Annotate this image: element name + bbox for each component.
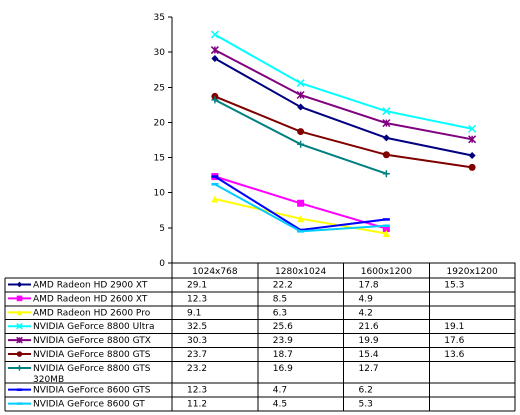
table-data-cell: 15.4 bbox=[359, 350, 379, 360]
table-data-cell: 23.9 bbox=[273, 336, 293, 346]
table-data-cell: 12.7 bbox=[359, 364, 379, 374]
data-point bbox=[296, 79, 305, 88]
legend-key-marker bbox=[16, 365, 23, 371]
legend-key-marker bbox=[16, 295, 23, 302]
legend-series-name: AMD Radeon HD 2900 XT bbox=[33, 281, 148, 291]
legend-series-name-cont: 320MB bbox=[33, 375, 64, 385]
y-tick-label: 20 bbox=[154, 118, 166, 128]
legend-series-name: NVIDIA GeForce 8800 GTS bbox=[33, 364, 151, 374]
series-line bbox=[214, 95, 473, 169]
table-data-cell: 29.1 bbox=[187, 281, 207, 291]
table-data-cell: 8.5 bbox=[273, 294, 287, 304]
y-tick-label: 25 bbox=[154, 83, 165, 93]
y-tick-label: 35 bbox=[154, 13, 165, 23]
table-data-cell: 5.3 bbox=[359, 400, 373, 410]
data-point bbox=[382, 229, 390, 237]
data-point bbox=[211, 54, 219, 62]
table-data-cell: 22.2 bbox=[273, 281, 293, 291]
legend-series-name: NVIDIA GeForce 8800 GTS bbox=[33, 350, 151, 360]
data-point bbox=[468, 163, 476, 171]
data-point bbox=[297, 103, 305, 111]
x-category-label: 1024x768 bbox=[192, 267, 238, 277]
series-line bbox=[214, 33, 473, 130]
data-point bbox=[382, 119, 391, 128]
data-point bbox=[382, 107, 391, 116]
table-data-cell: 19.1 bbox=[444, 322, 464, 332]
table-data-cell: 13.6 bbox=[444, 350, 464, 360]
data-point bbox=[210, 46, 219, 55]
data-point bbox=[382, 225, 390, 233]
data-point bbox=[382, 134, 390, 142]
data-point bbox=[297, 140, 305, 148]
legend-key-marker bbox=[16, 351, 23, 357]
table-data-cell: 30.3 bbox=[187, 336, 207, 346]
data-point bbox=[468, 135, 477, 144]
legend-series-name: AMD Radeon HD 2600 XT bbox=[33, 294, 148, 304]
y-tick-label: 0 bbox=[159, 259, 165, 269]
table-data-cell: 25.6 bbox=[273, 322, 293, 332]
y-tick-label: 10 bbox=[154, 189, 166, 199]
table-data-cell: 12.3 bbox=[187, 294, 207, 304]
data-point bbox=[382, 170, 390, 178]
data-point bbox=[296, 90, 305, 100]
table-data-cell: 4.7 bbox=[273, 386, 287, 396]
legend-key-marker bbox=[16, 309, 23, 316]
table-data-cell: 4.5 bbox=[273, 400, 287, 410]
data-point bbox=[211, 92, 219, 100]
x-category-label: 1600x1200 bbox=[361, 267, 412, 277]
data-point bbox=[297, 215, 305, 223]
table-data-cell: 17.8 bbox=[359, 281, 379, 291]
table-data-cell: 11.2 bbox=[187, 400, 207, 410]
series-line bbox=[214, 183, 387, 233]
table-data-cell: 6.2 bbox=[359, 386, 373, 396]
legend-key-marker bbox=[16, 322, 23, 330]
table-data-cell: 18.7 bbox=[273, 350, 293, 360]
y-tick-label: 5 bbox=[159, 224, 165, 234]
table-data-cell: 32.5 bbox=[187, 322, 207, 332]
data-point bbox=[297, 128, 305, 136]
x-category-label: 1920x1200 bbox=[447, 267, 498, 277]
data-point bbox=[211, 195, 219, 203]
table-data-cell: 6.3 bbox=[273, 308, 287, 318]
table-data-cell: 9.1 bbox=[187, 308, 201, 318]
table-data-cell: 4.9 bbox=[359, 294, 374, 304]
series-line bbox=[214, 49, 473, 141]
table-data-cell: 19.9 bbox=[359, 336, 379, 346]
table-data-cell: 15.3 bbox=[444, 281, 464, 291]
table-data-cell: 12.3 bbox=[187, 386, 207, 396]
y-tick-label: 15 bbox=[154, 154, 165, 164]
data-point bbox=[382, 151, 390, 159]
series-line bbox=[214, 99, 387, 175]
legend-key-marker bbox=[16, 281, 23, 288]
legend-series-name: NVIDIA GeForce 8800 GTX bbox=[33, 336, 151, 346]
data-point bbox=[468, 124, 477, 133]
table-data-cell: 17.6 bbox=[444, 336, 464, 346]
legend-key-marker bbox=[16, 336, 23, 344]
legend-series-name: NVIDIA GeForce 8600 GTS bbox=[33, 386, 151, 396]
table-data-cell: 4.2 bbox=[359, 308, 373, 318]
table-data-cell: 23.2 bbox=[187, 364, 207, 374]
table-data-cell: 21.6 bbox=[359, 322, 379, 332]
series-line bbox=[214, 57, 473, 157]
x-category-label: 1280x1024 bbox=[275, 267, 326, 277]
data-point bbox=[211, 96, 219, 104]
legend-series-name: NVIDIA GeForce 8800 Ultra bbox=[33, 322, 154, 332]
legend-series-name: NVIDIA GeForce 8600 GT bbox=[33, 400, 145, 410]
y-tick-label: 30 bbox=[154, 48, 166, 58]
data-point bbox=[468, 151, 476, 159]
data-point bbox=[297, 199, 305, 207]
legend-series-name: AMD Radeon HD 2600 Pro bbox=[33, 308, 151, 318]
table-data-cell: 23.7 bbox=[187, 350, 207, 360]
data-point bbox=[210, 30, 219, 39]
table-data-cell: 16.9 bbox=[273, 364, 293, 374]
